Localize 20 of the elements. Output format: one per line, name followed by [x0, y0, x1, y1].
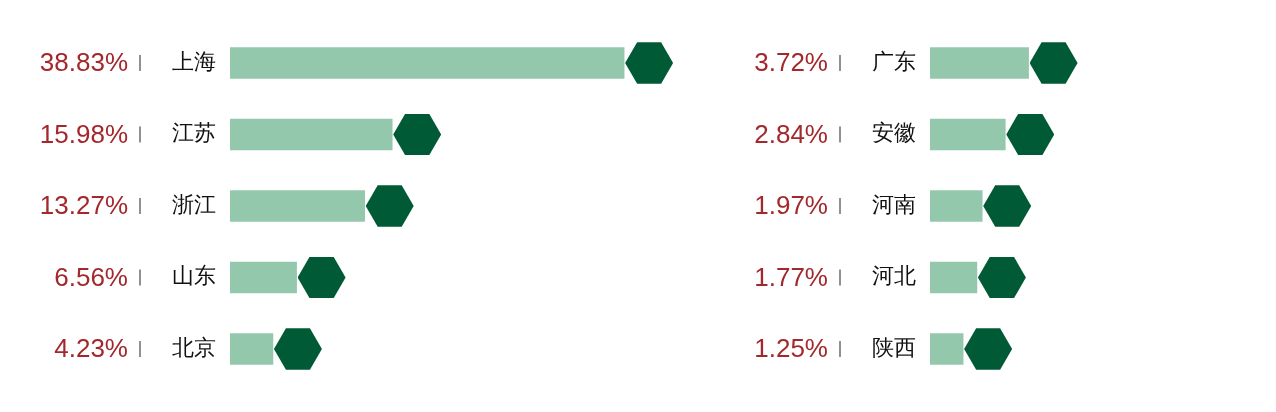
data-label: 6.56%: [54, 261, 128, 292]
y-tick-label: 上海: [172, 48, 216, 74]
data-label: 2.84%: [754, 118, 828, 149]
data-label: 15.98%: [39, 118, 128, 149]
y-tick-label: 广东: [872, 48, 916, 74]
y-tick-label: 北京: [172, 334, 216, 360]
data-label: 13.27%: [39, 190, 128, 221]
y-tick-label: 河北: [872, 263, 916, 289]
data-label: 38.83%: [39, 47, 128, 78]
data-label: 1.97%: [754, 190, 828, 221]
data-label: 4.23%: [54, 333, 128, 364]
y-tick-label: 河南: [872, 191, 916, 217]
y-tick-label: 安徽: [872, 120, 916, 146]
y-tick-label: 山东: [172, 263, 216, 289]
y-tick-label: 浙江: [172, 191, 216, 217]
data-label: 1.25%: [754, 333, 828, 364]
data-label: 1.77%: [754, 261, 828, 292]
data-label: 3.72%: [754, 47, 828, 78]
y-tick-label: 陕西: [872, 334, 916, 360]
y-tick-label: 江苏: [172, 120, 216, 146]
